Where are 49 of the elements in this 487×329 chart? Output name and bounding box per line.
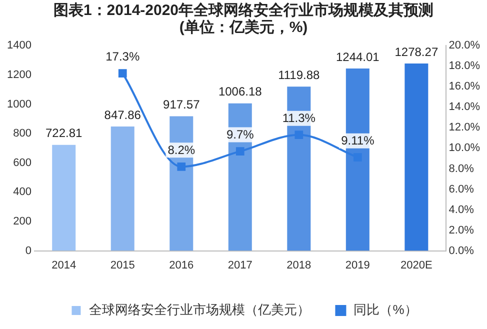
point bbox=[118, 69, 127, 78]
x-tick-label: 2018 bbox=[286, 259, 312, 272]
y-tick-label: 400 bbox=[13, 186, 32, 198]
legend-label: 全球网络安全行业市场规模（亿美元） bbox=[89, 302, 310, 318]
y2-tick-label: 14.0% bbox=[448, 101, 480, 114]
y2-tick-label: 2.0% bbox=[448, 224, 474, 236]
y-tick-label: 1000 bbox=[6, 98, 32, 110]
y2-tick-label: 16.0% bbox=[448, 80, 480, 93]
y-tick-label: 800 bbox=[13, 128, 32, 140]
x-tick-label: 2016 bbox=[169, 259, 194, 272]
x-tick-label: 2020E bbox=[400, 259, 432, 272]
y2-tick-label: 6.0% bbox=[448, 183, 474, 196]
bar bbox=[228, 103, 252, 251]
x-tick-label: 2014 bbox=[52, 259, 76, 272]
data-label: 9.11% bbox=[341, 134, 375, 148]
y-tick-label: 1400 bbox=[6, 40, 32, 52]
point bbox=[236, 147, 244, 156]
y2-tick-label: 18.0% bbox=[448, 60, 480, 72]
bar bbox=[52, 144, 76, 251]
bar bbox=[110, 126, 134, 251]
x-tick-label: 2019 bbox=[345, 259, 370, 272]
data-label: 1006.18 bbox=[218, 84, 262, 99]
y2-tick-label: 20.0% bbox=[448, 40, 480, 52]
data-label: 17.3% bbox=[106, 50, 140, 64]
x-tick-label: 2015 bbox=[110, 259, 135, 272]
data-label: 11.3% bbox=[282, 111, 316, 126]
y2-tick-label: 10.0% bbox=[448, 142, 480, 154]
y2-tick-label: 0.0% bbox=[448, 244, 474, 257]
data-label: 1244.01 bbox=[336, 50, 380, 64]
data-label: 8.2% bbox=[168, 142, 196, 157]
bar bbox=[404, 63, 428, 251]
x-tick-label: 2017 bbox=[228, 259, 252, 272]
chart-title: 图表1：2014-2020年全球网络安全行业市场规模及其预测(单位：亿美元，%) bbox=[52, 2, 435, 36]
y2-tick-label: 8.0% bbox=[448, 162, 474, 175]
y2-tick-label: 4.0% bbox=[448, 204, 474, 216]
data-label: 1119.88 bbox=[278, 68, 320, 82]
y2-tick-label: 12.0% bbox=[448, 122, 480, 134]
data-label: 917.57 bbox=[163, 98, 200, 112]
y-tick-label: 0 bbox=[25, 244, 32, 257]
y-tick-label: 200 bbox=[13, 216, 32, 228]
data-label: 1278.27 bbox=[394, 44, 438, 59]
y-tick-label: 600 bbox=[13, 156, 32, 169]
data-label: 722.81 bbox=[46, 126, 83, 140]
data-label: 9.7% bbox=[226, 128, 254, 142]
legend-label: 同比（%） bbox=[354, 302, 418, 318]
y-tick-label: 1200 bbox=[6, 68, 32, 81]
point bbox=[177, 162, 186, 171]
point bbox=[294, 130, 304, 140]
data-label: 847.86 bbox=[104, 108, 142, 122]
